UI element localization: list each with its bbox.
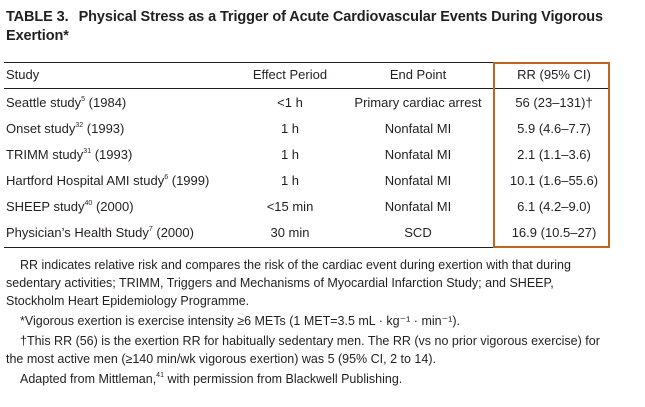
end-point-cell: SCD — [404, 225, 432, 240]
effect-period-cell: <1 h — [277, 95, 303, 110]
study-ref: 5 — [81, 95, 86, 103]
rr-column-highlight — [493, 62, 610, 248]
abbreviation-note: RR indicates relative risk and compares … — [6, 258, 571, 308]
table-row: Onset study32 (1993) 1 h Nonfatal MI 5.9… — [0, 117, 645, 141]
effect-period-cell: 1 h — [280, 173, 300, 188]
end-point-cell: Primary cardiac arrest — [354, 95, 482, 110]
header-rr: RR (95% CI) — [517, 67, 591, 82]
table-bottom-rule — [4, 247, 608, 248]
source-note: Adapted from Mittleman,41 with permissio… — [20, 371, 403, 386]
source-ref: 41 — [156, 371, 164, 379]
header-end-point: End Point — [389, 67, 447, 82]
end-point-cell: Nonfatal MI — [384, 121, 452, 136]
table-footnotes: RR indicates relative risk and compares … — [6, 256, 606, 390]
end-point-cell: Nonfatal MI — [384, 147, 452, 162]
effect-period-cell: 30 min — [270, 225, 310, 240]
effect-period-cell: 1 h — [280, 121, 300, 136]
effect-period-cell: <15 min — [266, 199, 314, 214]
study-cell: Seattle study5 (1984) — [6, 95, 127, 110]
table-row: SHEEP study40 (2000) <15 min Nonfatal MI… — [0, 195, 645, 219]
table-row: Physician’s Health Study7 (2000) 30 min … — [0, 221, 645, 245]
header-effect-period: Effect Period — [252, 67, 328, 82]
study-cell: TRIMM study31 (1993) — [6, 147, 133, 162]
end-point-cell: Nonfatal MI — [384, 173, 452, 188]
table-title-text: Physical Stress as a Trigger of Acute Ca… — [6, 9, 603, 44]
table-top-rule — [4, 62, 608, 63]
table-label: TABLE 3. — [6, 9, 69, 25]
rr-cell: 2.1 (1.1–3.6) — [517, 147, 591, 162]
dagger-note: †This RR (56) is the exertion RR for hab… — [6, 334, 600, 366]
study-cell: Onset study32 (1993) — [6, 121, 125, 136]
study-cell: Hartford Hospital AMI study6 (1999) — [6, 173, 210, 188]
effect-period-cell: 1 h — [280, 147, 300, 162]
rr-cell: 16.9 (10.5–27) — [511, 225, 597, 240]
rr-cell: 6.1 (4.2–9.0) — [517, 199, 591, 214]
asterisk-note: *Vigorous exertion is exercise intensity… — [20, 314, 460, 328]
study-ref: 40 — [84, 199, 93, 207]
table-title: TABLE 3. Physical Stress as a Trigger of … — [6, 8, 606, 46]
header-study: Study — [6, 67, 40, 82]
table-row: TRIMM study31 (1993) 1 h Nonfatal MI 2.1… — [0, 143, 645, 167]
rr-cell: 5.9 (4.6–7.7) — [517, 121, 591, 136]
end-point-cell: Nonfatal MI — [384, 199, 452, 214]
table-header-rule — [4, 88, 608, 89]
study-ref: 6 — [164, 173, 169, 181]
rr-cell: 10.1 (1.6–55.6) — [509, 173, 599, 188]
table-header-row: Study Effect Period End Point RR (95% CI… — [0, 63, 645, 87]
study-cell: Physician’s Health Study7 (2000) — [6, 225, 194, 240]
study-ref: 32 — [75, 121, 84, 129]
table-row: Seattle study5 (1984) <1 h Primary cardi… — [0, 91, 645, 115]
study-ref: 7 — [148, 225, 153, 233]
study-cell: SHEEP study40 (2000) — [6, 199, 134, 214]
table-row: Hartford Hospital AMI study6 (1999) 1 h … — [0, 169, 645, 193]
study-ref: 31 — [83, 147, 92, 155]
rr-cell: 56 (23–131)† — [515, 95, 593, 110]
